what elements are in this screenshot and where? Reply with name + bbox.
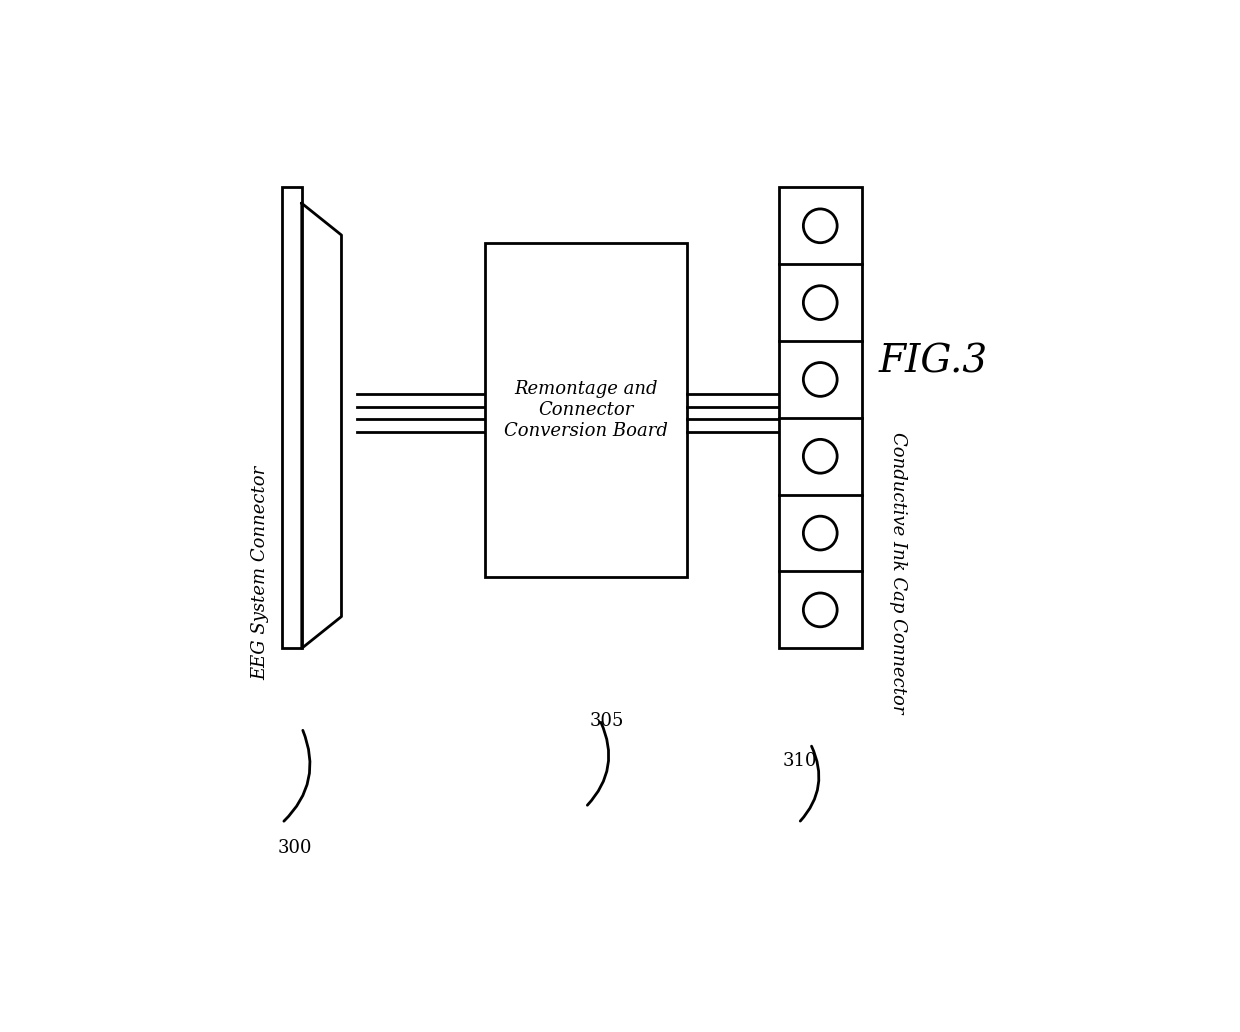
Text: 305: 305 [589, 712, 624, 730]
Text: 310: 310 [782, 751, 817, 770]
Text: Conductive Ink Cap Connector: Conductive Ink Cap Connector [889, 432, 906, 713]
Text: 300: 300 [278, 839, 312, 857]
Text: EEG System Connector: EEG System Connector [252, 465, 269, 680]
Text: Remontage and
Connector
Conversion Board: Remontage and Connector Conversion Board [503, 380, 668, 440]
Bar [485, 243, 687, 577]
Bar [281, 188, 301, 648]
Bar [779, 188, 862, 648]
Text: FIG.3: FIG.3 [879, 344, 988, 381]
